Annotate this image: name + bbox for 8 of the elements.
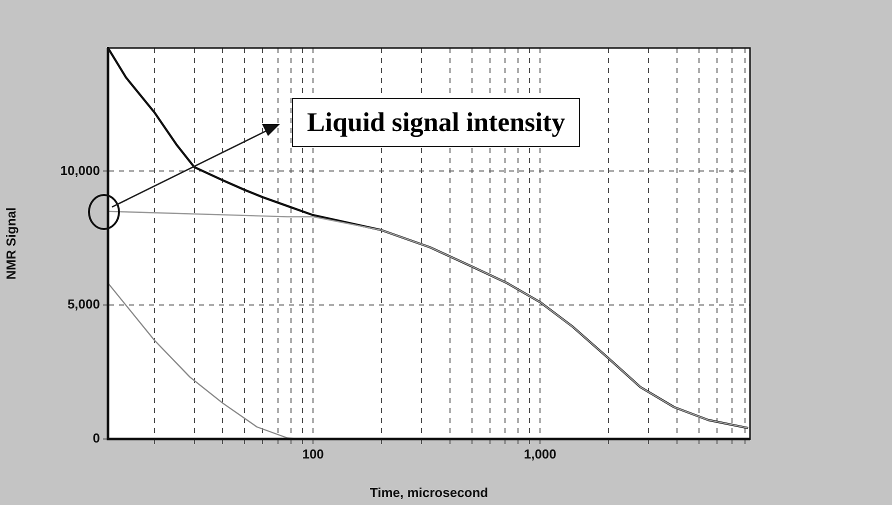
- x-tick-label: 100: [302, 446, 324, 462]
- x-axis-title: Time, microsecond: [370, 484, 488, 500]
- y-axis-title: NMR Signal: [3, 207, 18, 280]
- y-tick-label: 0: [92, 430, 100, 446]
- y-tick-label: 5,000: [67, 296, 100, 312]
- annotation: Liquid signal intensity: [292, 98, 580, 147]
- x-tick-label: 1,000: [524, 446, 556, 462]
- y-tick-label: 10,000: [60, 162, 100, 178]
